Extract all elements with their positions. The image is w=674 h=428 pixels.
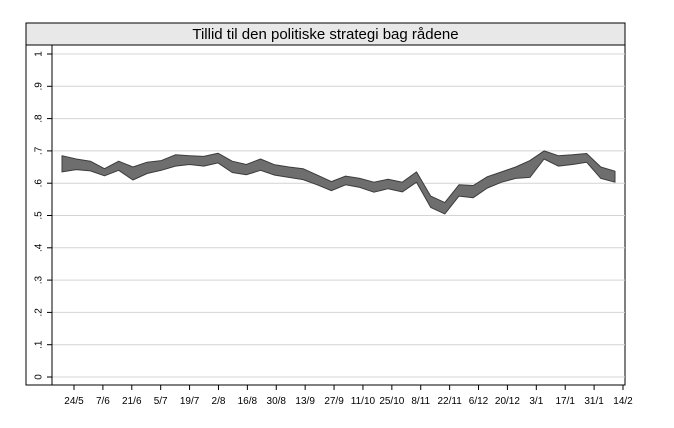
x-tick-label: 27/9: [324, 396, 344, 407]
x-tick-label: 17/1: [555, 396, 575, 407]
y-tick-label: .6: [34, 179, 45, 188]
chart-title: Tillid til den politiske strategi bag rå…: [192, 26, 458, 43]
x-tick-label: 11/10: [351, 396, 376, 407]
x-tick-label: 31/1: [584, 396, 604, 407]
confidence-band: [61, 150, 616, 215]
x-tick-label: 2/8: [212, 396, 226, 407]
x-tick-label: 6/12: [469, 396, 489, 407]
confidence-band-area: [61, 150, 616, 215]
x-tick-label: 8/11: [411, 396, 430, 407]
y-tick-label: .8: [34, 114, 45, 123]
x-tick-label: 21/6: [122, 396, 142, 407]
y-tick-label: .2: [34, 308, 45, 317]
y-tick-label: .3: [34, 275, 45, 284]
x-tick-label: 13/9: [295, 396, 315, 407]
x-tick-label: 25/10: [379, 396, 404, 407]
y-tick-label: 0: [34, 374, 45, 380]
y-tick-label: .1: [34, 340, 45, 349]
x-tick-label: 22/11: [437, 396, 462, 407]
y-tick-label: .7: [34, 146, 45, 155]
x-tick-label: 20/12: [495, 396, 520, 407]
y-tick-label: .9: [34, 82, 45, 91]
y-tick-label: 1: [34, 51, 45, 57]
x-tick-label: 30/8: [267, 396, 287, 407]
x-tick-label: 3/1: [529, 396, 543, 407]
y-tick-label: .5: [34, 211, 45, 220]
x-tick-label: 24/5: [64, 396, 84, 407]
x-axis-ticks: 24/5 7/6 21/6 5/7 19/7 2/8 16/8 30/8 13/9 27/9 11/…: [64, 385, 633, 407]
x-tick-label: 19/7: [180, 396, 200, 407]
x-tick-label: 16/8: [238, 396, 258, 407]
x-tick-label: 7/6: [96, 396, 110, 407]
x-tick-label: 14/2: [613, 396, 633, 407]
y-tick-label: .4: [34, 243, 45, 252]
y-axis-ticks: 0 .1 .2 .3 .4 .5 .6 .7 .8 .9 1: [34, 51, 52, 380]
x-tick-label: 5/7: [154, 396, 168, 407]
